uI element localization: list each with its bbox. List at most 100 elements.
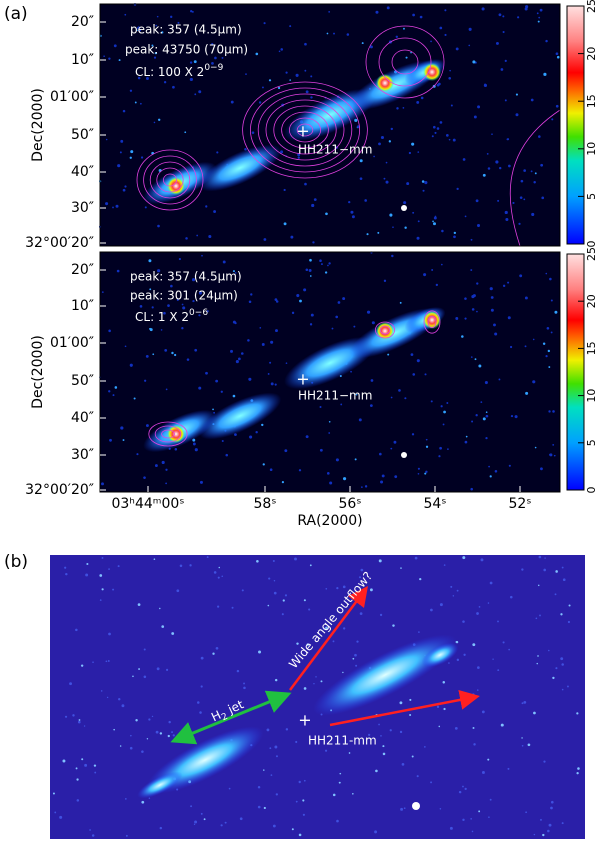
speckle <box>450 585 453 588</box>
speckle <box>280 48 284 51</box>
speckle <box>533 833 536 836</box>
speckle <box>155 730 159 734</box>
speckle <box>385 180 389 184</box>
speckle <box>552 410 555 413</box>
speckle <box>81 758 84 761</box>
speckle <box>238 357 241 361</box>
speckle <box>530 98 534 102</box>
speckle <box>105 202 109 206</box>
speckle <box>75 767 78 770</box>
speckle <box>387 353 390 356</box>
speckle <box>547 349 551 353</box>
speckle <box>118 59 121 62</box>
speckle <box>329 481 333 485</box>
speckle <box>489 475 492 478</box>
speckle <box>335 315 339 319</box>
speckle <box>298 469 302 472</box>
speckle <box>190 805 193 808</box>
speckle <box>194 820 198 824</box>
speckle <box>206 556 209 559</box>
speckle <box>299 299 302 303</box>
speckle <box>552 443 555 446</box>
source-marker: + <box>296 370 309 389</box>
speckle <box>165 468 168 471</box>
speckle <box>308 608 311 611</box>
speckle <box>144 206 147 209</box>
speckle <box>129 363 133 367</box>
speckle <box>537 20 540 23</box>
jet <box>137 771 183 799</box>
speckle <box>439 808 442 810</box>
speckle <box>137 603 141 607</box>
speckle <box>305 268 309 272</box>
contour <box>509 109 561 247</box>
speckle <box>198 90 202 94</box>
speckle <box>542 833 545 837</box>
speckle <box>324 271 328 274</box>
speckle <box>478 606 481 608</box>
speckle <box>193 823 196 826</box>
speckle <box>245 73 247 76</box>
speckle <box>232 394 236 398</box>
contour <box>281 111 329 149</box>
colorbar-tick-label: 20 <box>585 47 598 61</box>
speckle <box>500 68 504 71</box>
speckle <box>342 297 346 301</box>
contour <box>391 49 419 75</box>
colorbar <box>566 5 585 245</box>
speckle <box>205 205 208 208</box>
speckle <box>462 556 466 560</box>
speckle <box>92 661 94 664</box>
speckle <box>477 666 480 670</box>
speckle <box>108 57 111 60</box>
speckle <box>182 306 186 310</box>
speckle <box>114 386 118 389</box>
speckle <box>161 625 165 628</box>
speckle <box>450 104 453 107</box>
speckle <box>342 671 344 674</box>
speckle <box>165 668 169 671</box>
speckle <box>399 730 403 734</box>
speckle <box>261 86 264 89</box>
speckle <box>327 264 329 267</box>
speckle <box>275 300 279 303</box>
source-label: HH211−mm <box>298 143 372 157</box>
speckle <box>406 182 410 186</box>
speckle <box>446 402 449 404</box>
speckle <box>275 329 278 333</box>
speckle <box>401 762 405 766</box>
speckle <box>149 288 152 291</box>
speckle <box>107 660 110 662</box>
speckle <box>487 167 491 170</box>
speckle <box>275 755 278 758</box>
speckle <box>378 723 380 726</box>
speckle <box>472 643 476 647</box>
speckle <box>350 370 352 373</box>
speckle <box>464 215 467 218</box>
jet <box>421 642 459 668</box>
speckle <box>395 35 398 38</box>
speckle <box>549 277 552 281</box>
speckle <box>172 734 175 737</box>
speckle <box>517 16 520 19</box>
speckle <box>390 396 393 399</box>
speckle <box>422 189 425 192</box>
speckle <box>172 85 175 89</box>
speckle <box>273 591 277 595</box>
speckle <box>356 640 359 643</box>
speckle <box>178 257 181 261</box>
speckle <box>360 568 364 572</box>
speckle <box>509 345 513 349</box>
speckle <box>416 359 420 363</box>
y-tick-label: 50″ <box>71 127 94 143</box>
speckle <box>322 627 325 630</box>
speckle <box>488 816 490 818</box>
speckle <box>205 371 208 375</box>
speckle <box>190 10 193 13</box>
contour <box>148 421 188 447</box>
y-axis-label: Dec(2000) <box>30 88 46 162</box>
speckle <box>456 589 459 592</box>
speckle <box>328 262 331 265</box>
speckle <box>165 482 168 485</box>
y-tick-label: 10″ <box>71 298 94 314</box>
